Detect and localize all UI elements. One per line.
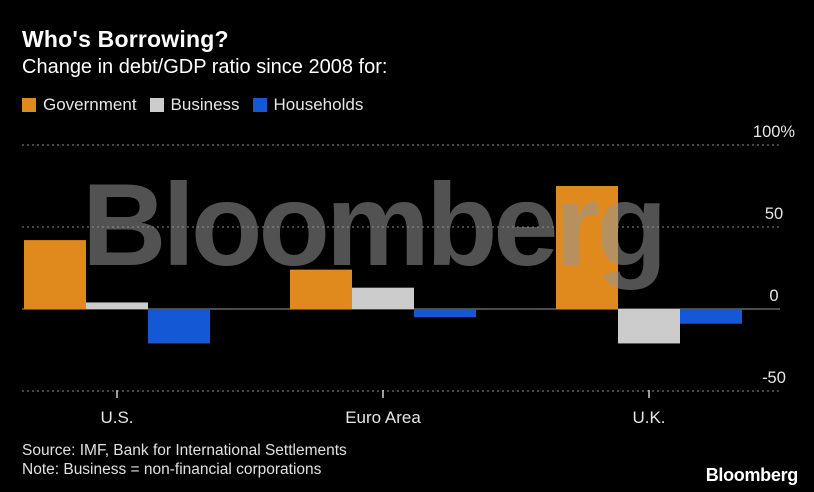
- legend-item-government: Government: [22, 95, 137, 115]
- bar-households-euroarea: [414, 309, 476, 318]
- bar-business-euroarea: [352, 287, 414, 309]
- legend-item-business: Business: [149, 95, 240, 115]
- legend-label-government: Government: [43, 95, 137, 114]
- chart-subtitle: Change in debt/GDP ratio since 2008 for:: [22, 56, 388, 78]
- legend: Government Business Households: [22, 95, 376, 115]
- bloomberg-logo: Bloomberg: [705, 465, 799, 485]
- bar-government-uk: [556, 186, 618, 309]
- business-note: Note: Business = non-financial corporati…: [22, 461, 322, 478]
- chart-footnotes: Source: IMF, Bank for International Sett…: [22, 441, 347, 479]
- legend-swatch-business: [149, 98, 164, 112]
- chart-title: Who's Borrowing?: [22, 26, 229, 52]
- legend-swatch-households: [252, 98, 267, 112]
- bar-government-us: [24, 240, 86, 309]
- bar-business-uk: [618, 309, 680, 344]
- x-tick-label: Euro Area: [345, 408, 421, 427]
- legend-label-households: Households: [273, 95, 364, 114]
- legend-label-business: Business: [170, 95, 240, 114]
- bar-government-euroarea: [290, 269, 352, 309]
- y-tick-label: -50: [762, 369, 786, 387]
- y-tick-label: 100%: [753, 123, 796, 141]
- y-tick-label: 0: [769, 287, 778, 305]
- x-tick-label: U.S.: [100, 408, 133, 427]
- x-tick-label: U.K.: [632, 408, 665, 427]
- legend-item-households: Households: [252, 95, 364, 115]
- y-tick-label: 50: [765, 205, 783, 223]
- legend-swatch-government: [22, 98, 36, 112]
- bar-business-us: [86, 302, 148, 309]
- bar-households-uk: [680, 309, 742, 324]
- bar-households-us: [148, 309, 210, 344]
- source-note: Source: IMF, Bank for International Sett…: [22, 442, 347, 459]
